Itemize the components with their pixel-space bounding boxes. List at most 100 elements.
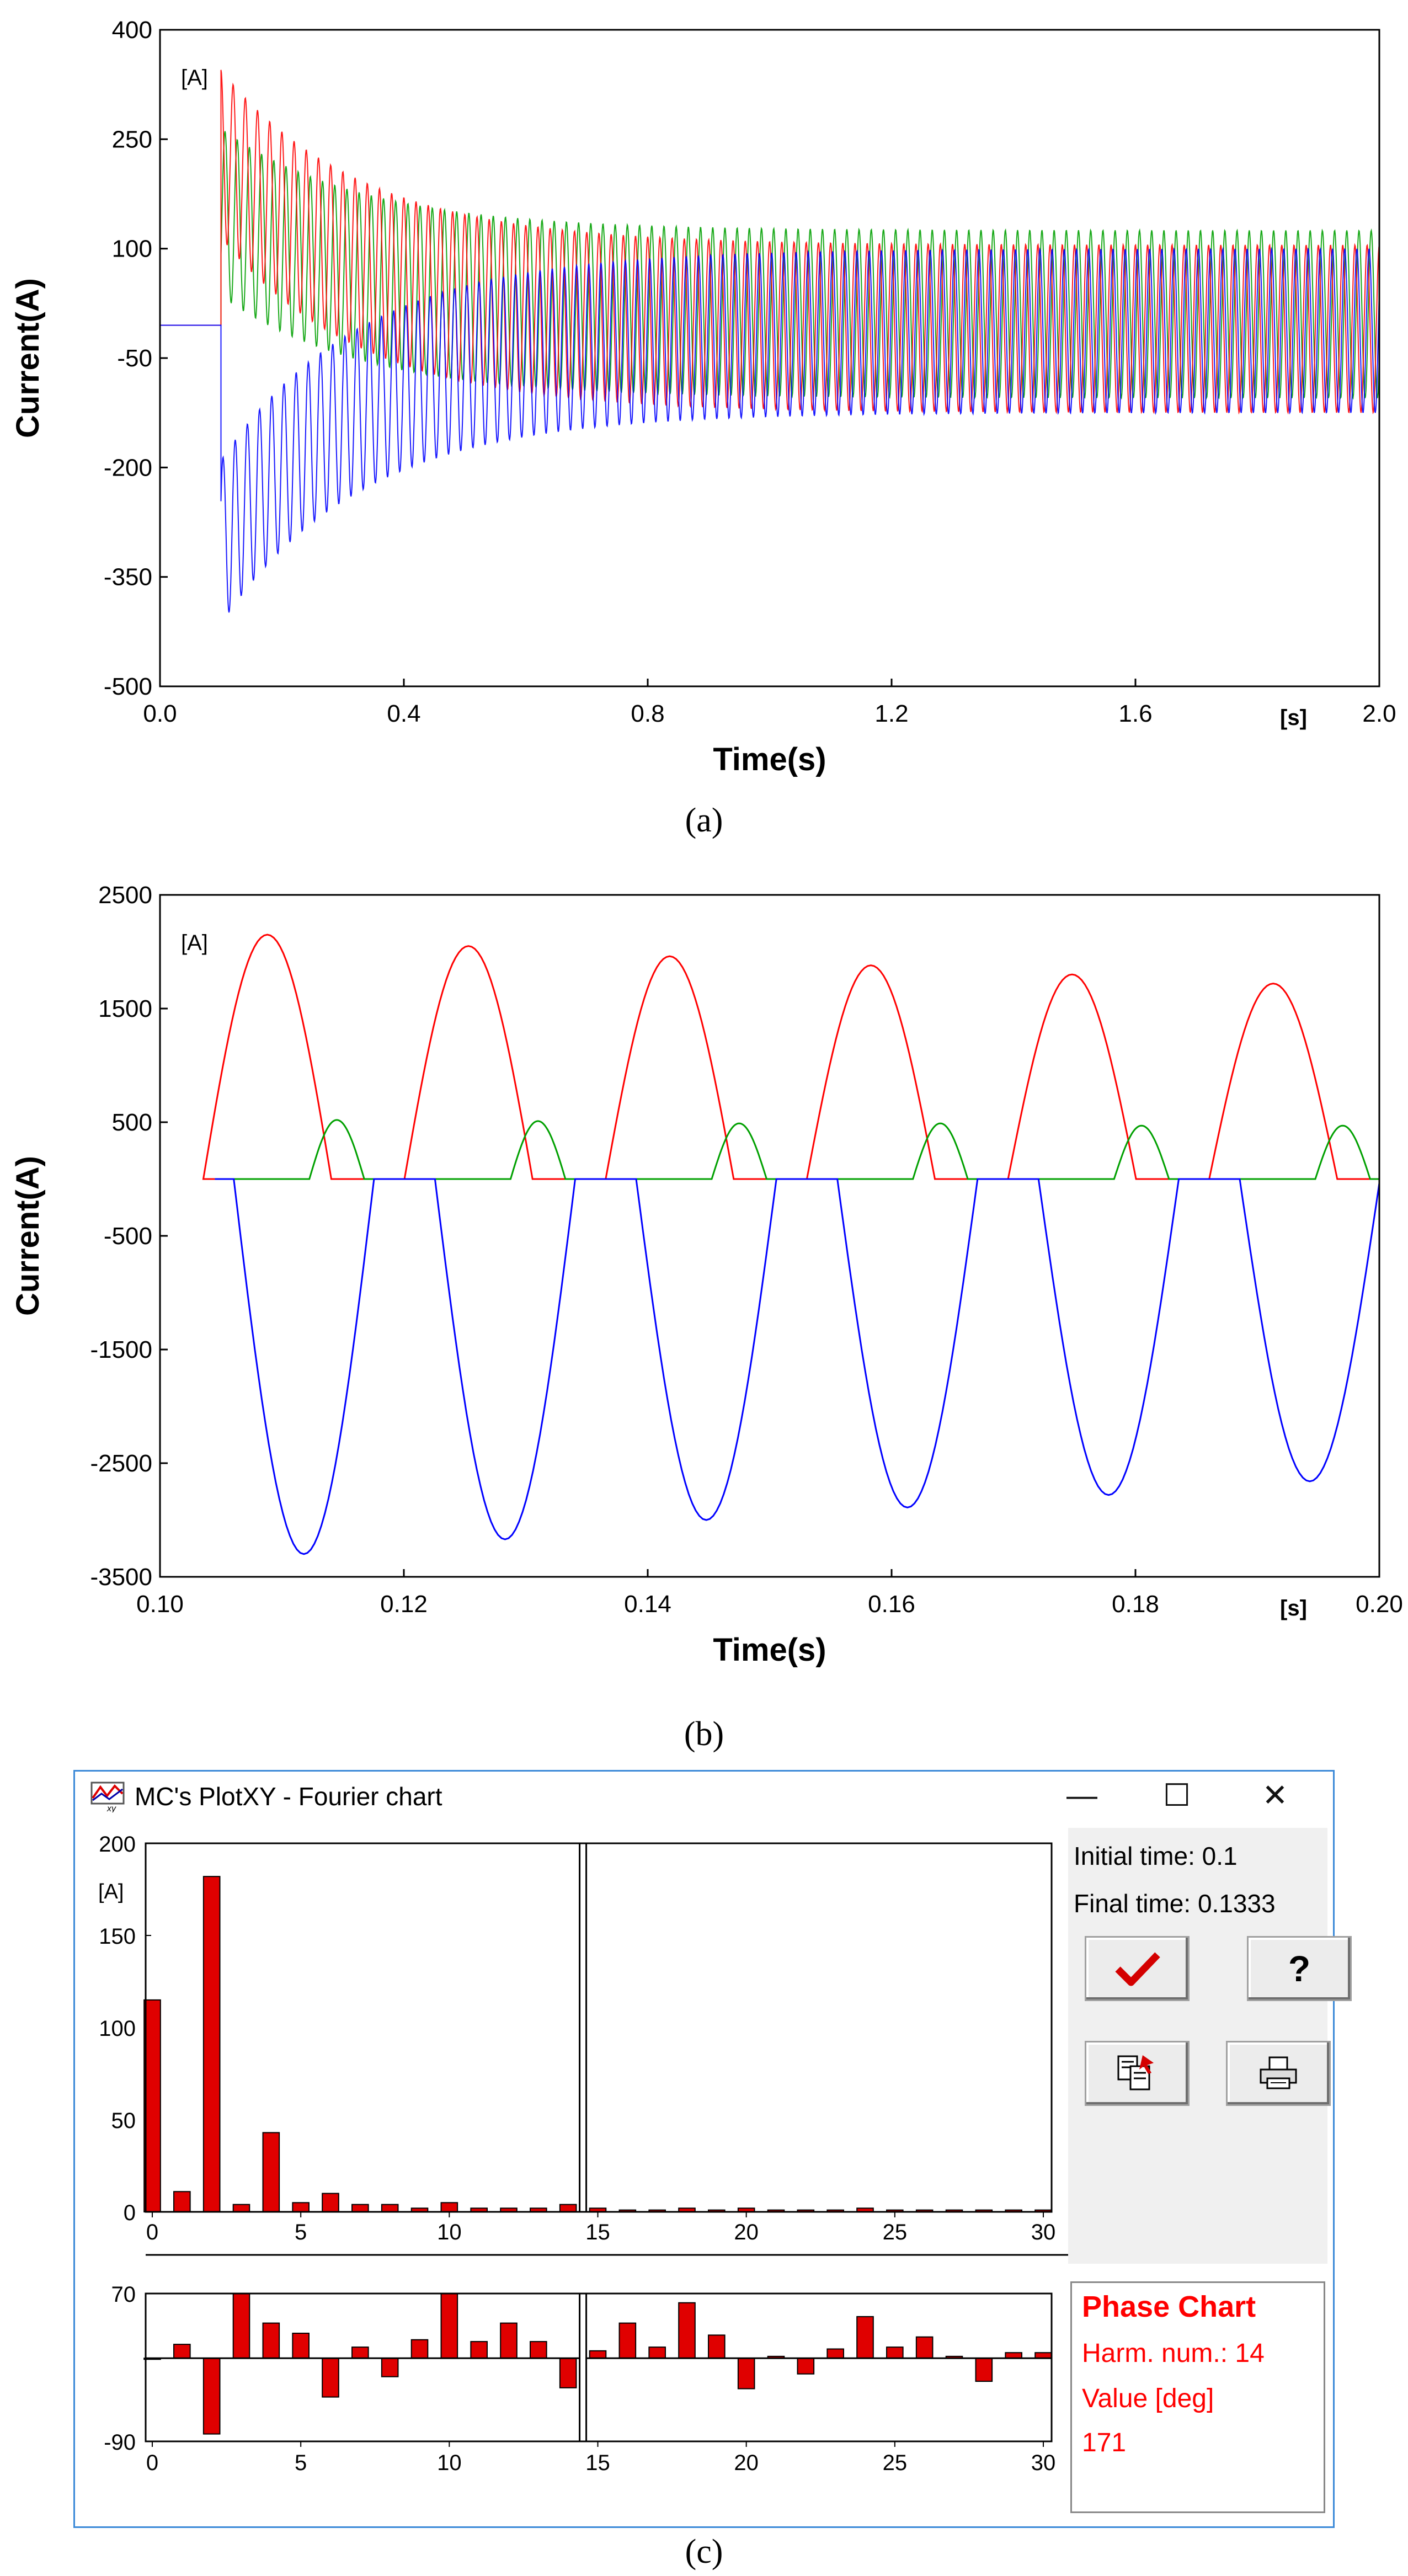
amp-plot-area (145, 1842, 1053, 2213)
y-unit-label: [A] (181, 66, 208, 90)
phase-bar (856, 2316, 874, 2359)
help-button[interactable]: ? (1247, 1936, 1352, 2001)
series-line-phase-a (160, 70, 1379, 415)
amp-bar (292, 2202, 310, 2212)
y-tick-label: 400 (112, 17, 152, 44)
amp-bar (173, 2191, 191, 2213)
phase-x-tick-label: 20 (734, 2451, 759, 2475)
x-tick-label: 0.12 (380, 1591, 428, 1618)
phase-bar (589, 2350, 607, 2359)
amp-y-tick-label: 100 (99, 2017, 136, 2041)
caption-a: (a) (685, 802, 723, 839)
initial-time: Initial time: 0.1 (1074, 1842, 1238, 1870)
x-axis-title: Time(s) (713, 1632, 826, 1668)
harmonic-cursor-amp (579, 1842, 588, 2213)
x-unit-label: [s] (1280, 706, 1307, 730)
amp-y-tick-label: 200 (99, 1832, 136, 1857)
amp-x-tick-label: 25 (883, 2220, 908, 2244)
phase-value: 171 (1082, 2428, 1127, 2457)
amp-bar (232, 2204, 250, 2213)
y-tick-label: 1500 (98, 995, 152, 1022)
copy-button[interactable] (1085, 2041, 1190, 2106)
phase-bar (381, 2358, 399, 2377)
x-tick-label: 0.18 (1112, 1591, 1159, 1618)
amp-y-tick-label: 150 (99, 1924, 136, 1949)
side-panel: Initial time: 0.1 Final time: 0.1333 ? (1068, 1828, 1352, 2516)
y-tick-label: 100 (112, 236, 152, 263)
phase-bar (1005, 2352, 1022, 2359)
phase-title: Phase Chart (1082, 2290, 1256, 2323)
phase-bar (202, 2358, 221, 2435)
x-tick-label: 2.0 (1362, 700, 1396, 727)
harmonic-cursor-phase (579, 2292, 588, 2442)
x-tick-label: 0.8 (631, 700, 664, 727)
y-tick-label: -350 (104, 564, 152, 591)
ok-button[interactable] (1085, 1936, 1190, 2001)
amp-x-tick-label: 30 (1031, 2220, 1056, 2244)
y-tick-label: 250 (112, 126, 152, 153)
series-line-phase-a (202, 934, 1379, 1180)
phase-bar (530, 2341, 547, 2359)
caption-c: (c) (685, 2533, 723, 2570)
phase-x-tick-label: 10 (437, 2451, 462, 2475)
x-tick-label: 0.0 (143, 700, 177, 727)
amp-bar (322, 2193, 339, 2212)
phase-bar (737, 2358, 755, 2390)
maximize-button[interactable]: ☐ (1162, 1778, 1191, 1812)
phase-bar (648, 2346, 666, 2359)
phase-bar (826, 2348, 844, 2359)
fourier-window: xy MC's PlotXY - Fourier chart — ☐ ✕ 200… (73, 1770, 1352, 2528)
phase-bar (975, 2358, 993, 2382)
amp-x-tick-label: 15 (585, 2220, 610, 2244)
phase-bar (886, 2346, 904, 2359)
series-line-phase-c (160, 247, 1379, 613)
phase-x-tick-label: 30 (1031, 2451, 1056, 2475)
amp-bar (440, 2202, 458, 2212)
phase-bar (232, 2293, 250, 2359)
x-tick-label: 0.4 (387, 700, 420, 727)
phase-bar (440, 2293, 458, 2359)
y-tick-label: 500 (112, 1109, 152, 1136)
y-tick-label: 2500 (98, 882, 152, 909)
controls-area: Initial time: 0.1 Final time: 0.1333 ? (1068, 1828, 1352, 2264)
phase-bar (618, 2322, 637, 2359)
amp-bar (262, 2132, 280, 2212)
phase-info-box: Phase Chart Harm. num.: 14 Value [deg] 1… (1070, 2281, 1325, 2513)
x-axis-title: Time(s) (713, 742, 826, 777)
amp-y-tick-label: 50 (111, 2109, 136, 2133)
series-line-phase-b (160, 131, 1379, 400)
x-tick-label: 0.10 (136, 1591, 184, 1618)
printer-icon (1260, 2056, 1297, 2089)
plotxy-app-icon: xy (90, 1782, 125, 1812)
phase-bar (915, 2336, 934, 2359)
y-tick-label: -3500 (90, 1564, 152, 1591)
print-button[interactable] (1226, 2041, 1331, 2106)
caption-b: (b) (684, 1715, 724, 1753)
x-tick-label: 0.16 (868, 1591, 915, 1618)
close-button[interactable]: ✕ (1262, 1778, 1288, 1812)
final-time: Final time: 0.1333 (1074, 1889, 1276, 1918)
x-tick-label: 1.6 (1118, 700, 1152, 727)
title-bar[interactable]: xy MC's PlotXY - Fourier chart — ☐ ✕ (75, 1772, 1333, 1819)
y-tick-label: -200 (104, 454, 152, 481)
plot-area-b (159, 894, 1380, 1578)
amp-x-tick-label: 5 (295, 2220, 307, 2244)
x-tick-label: 0.20 (1356, 1591, 1403, 1618)
fourier-charts: 200 150 100 50 0 [A] 0 5 10 15 20 25 30 70 -90 0 5 10 15 20… (98, 1832, 1068, 2475)
minimize-button[interactable]: — (1066, 1778, 1097, 1812)
amp-x-tick-label: 20 (734, 2220, 759, 2244)
amp-bar (559, 2204, 577, 2213)
phase-bar (322, 2358, 339, 2398)
phase-plot-area (145, 2292, 1053, 2442)
x-tick-label: 0.14 (624, 1591, 671, 1618)
phase-harmonic: Harm. num.: 14 (1082, 2339, 1265, 2368)
window-title: MC's PlotXY - Fourier chart (135, 1782, 442, 1811)
phase-x-tick-label: 5 (295, 2451, 307, 2475)
phase-bar (708, 2334, 726, 2359)
phase-bar (500, 2322, 518, 2359)
phase-x-tick-label: 15 (585, 2451, 610, 2475)
phase-value-label: Value [deg] (1082, 2384, 1214, 2413)
series-line-phase-b (215, 1119, 1379, 1180)
